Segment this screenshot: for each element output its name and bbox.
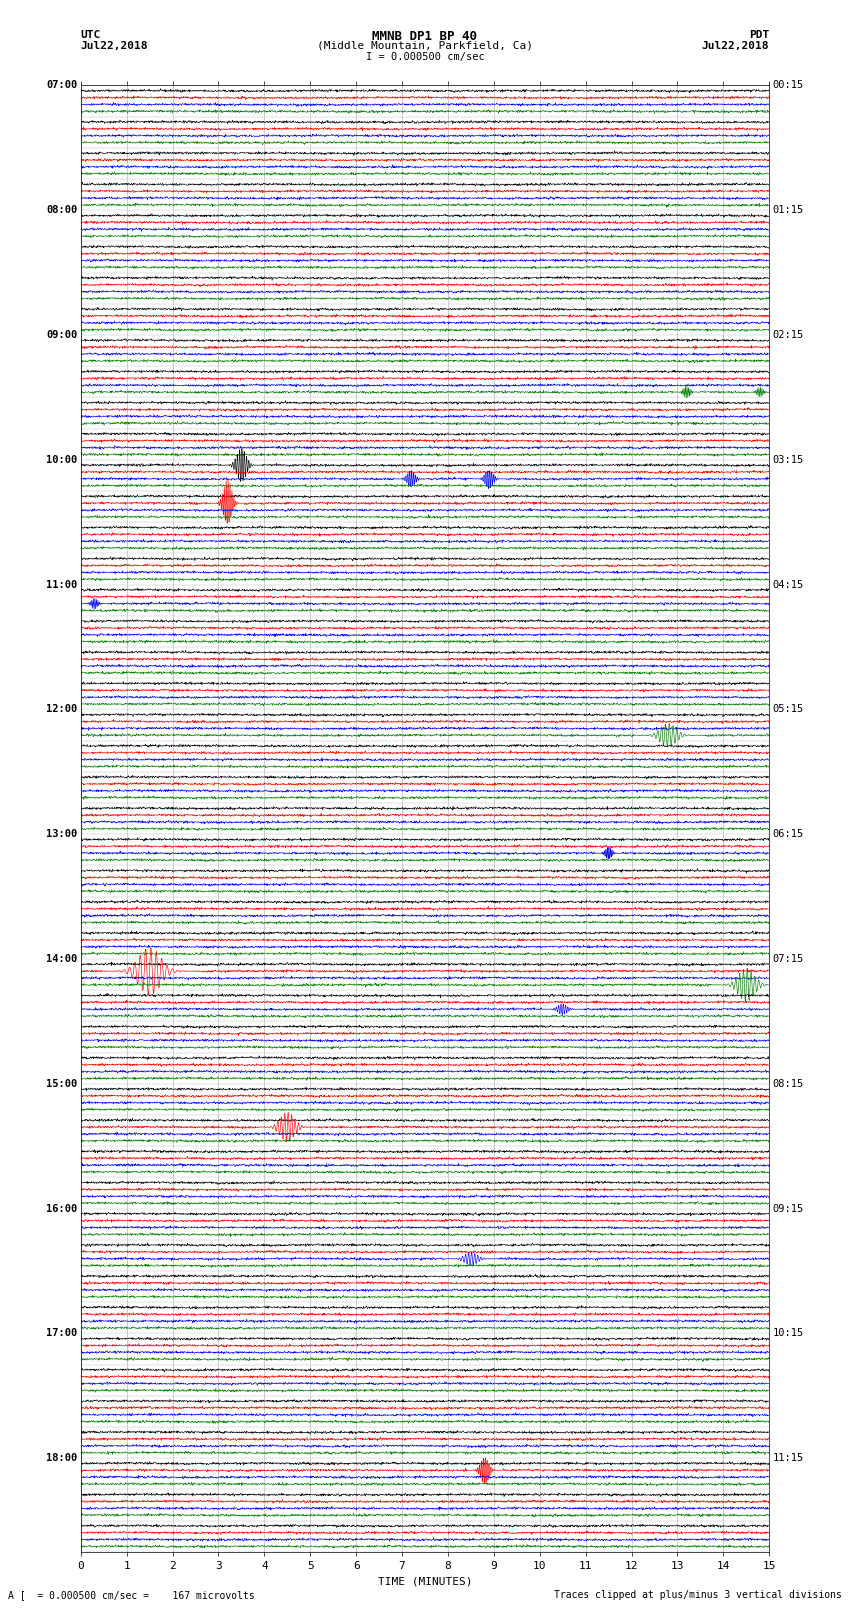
Text: MMNB DP1 BP 40: MMNB DP1 BP 40 — [372, 31, 478, 44]
Text: 04:15: 04:15 — [773, 579, 804, 590]
Text: 03:15: 03:15 — [773, 455, 804, 465]
Text: 10:15: 10:15 — [773, 1329, 804, 1339]
Text: 11:15: 11:15 — [773, 1453, 804, 1463]
Text: UTC: UTC — [81, 31, 101, 40]
Text: 09:00: 09:00 — [46, 331, 77, 340]
Text: I = 0.000500 cm/sec: I = 0.000500 cm/sec — [366, 52, 484, 61]
Text: 06:15: 06:15 — [773, 829, 804, 839]
Text: 18:00: 18:00 — [46, 1453, 77, 1463]
X-axis label: TIME (MINUTES): TIME (MINUTES) — [377, 1576, 473, 1586]
Text: 12:00: 12:00 — [46, 705, 77, 715]
Text: 00:15: 00:15 — [773, 81, 804, 90]
Text: 08:15: 08:15 — [773, 1079, 804, 1089]
Text: 07:15: 07:15 — [773, 953, 804, 965]
Text: 17:00: 17:00 — [46, 1329, 77, 1339]
Text: A [  = 0.000500 cm/sec =    167 microvolts: A [ = 0.000500 cm/sec = 167 microvolts — [8, 1590, 255, 1600]
Text: 15:00: 15:00 — [46, 1079, 77, 1089]
Text: (Middle Mountain, Parkfield, Ca): (Middle Mountain, Parkfield, Ca) — [317, 40, 533, 50]
Text: 09:15: 09:15 — [773, 1203, 804, 1213]
Text: 11:00: 11:00 — [46, 579, 77, 590]
Text: 05:15: 05:15 — [773, 705, 804, 715]
Text: 08:00: 08:00 — [46, 205, 77, 215]
Text: 14:00: 14:00 — [46, 953, 77, 965]
Text: PDT: PDT — [749, 31, 769, 40]
Text: Traces clipped at plus/minus 3 vertical divisions: Traces clipped at plus/minus 3 vertical … — [553, 1590, 842, 1600]
Text: 10:00: 10:00 — [46, 455, 77, 465]
Text: 16:00: 16:00 — [46, 1203, 77, 1213]
Text: Jul22,2018: Jul22,2018 — [702, 40, 769, 52]
Text: Jul22,2018: Jul22,2018 — [81, 40, 148, 52]
Text: 02:15: 02:15 — [773, 331, 804, 340]
Text: 13:00: 13:00 — [46, 829, 77, 839]
Text: 07:00: 07:00 — [46, 81, 77, 90]
Text: 01:15: 01:15 — [773, 205, 804, 215]
